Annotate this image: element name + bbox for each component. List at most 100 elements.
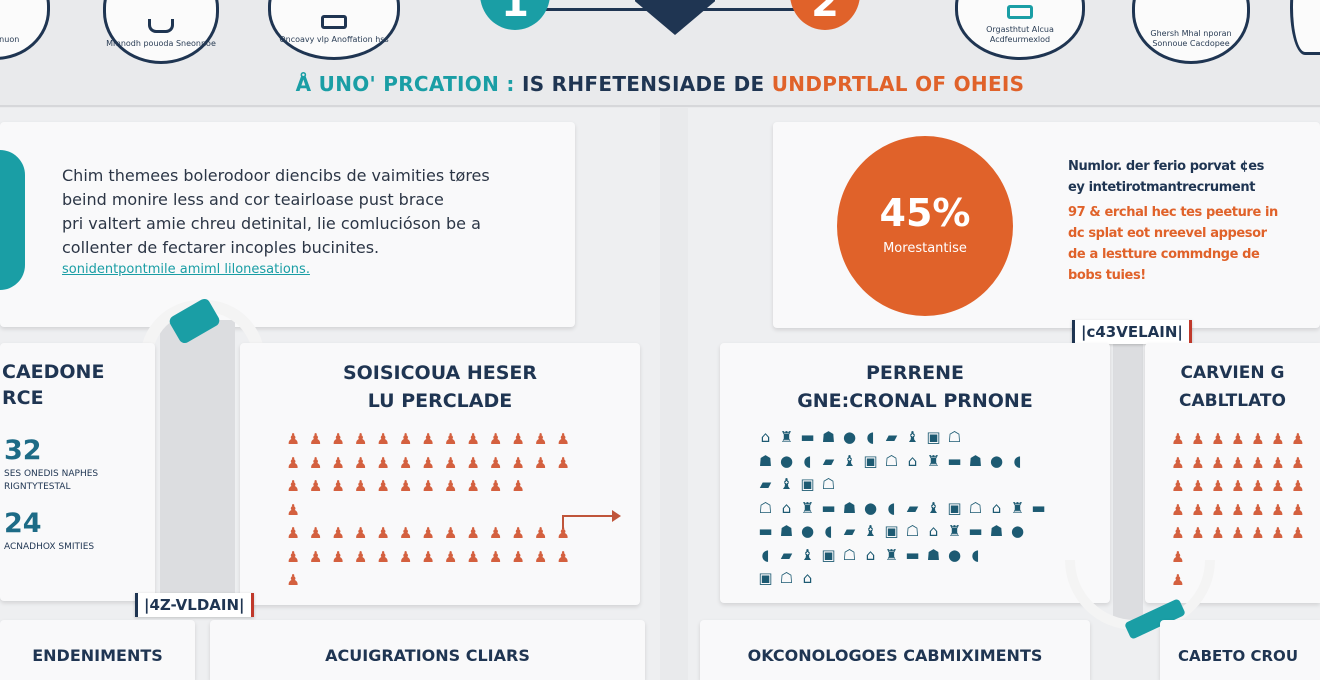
person-icon: ♟	[489, 524, 503, 542]
person-icon: ♟	[1271, 430, 1285, 448]
bottom-card: ENDENIMENTS	[0, 620, 195, 680]
person-icon: ♟	[1171, 500, 1185, 519]
object-icon: ⌂	[760, 428, 771, 446]
object-icon: ●	[947, 545, 962, 564]
object-icon: ♝	[863, 522, 878, 540]
person-icon: ♟	[354, 477, 368, 495]
person-icon: ♟	[556, 524, 570, 542]
stat-caption: SES ONEDIS NAPHES RIGNTYTESTAL	[4, 469, 99, 492]
intro-line: collenter de fectarer incoples bucinites…	[62, 238, 380, 257]
person-icon: ♟	[534, 524, 548, 542]
object-icon: ♝	[779, 475, 794, 493]
object-icon: ▣	[863, 451, 878, 470]
object-icon: ☗	[758, 451, 773, 470]
person-icon: ♟	[1211, 477, 1225, 495]
person-icon: ♟	[1291, 430, 1305, 448]
object-icon: ▰	[780, 545, 793, 564]
person-icon: ♟	[331, 477, 345, 495]
badge-4: Orgasthtut Alcua Acdfeurmexlod	[955, 0, 1085, 60]
object-icon: ▬	[800, 428, 815, 446]
object-icon: ♝	[926, 498, 941, 517]
person-icon: ♟	[1251, 524, 1265, 542]
object-icon: ◖	[803, 451, 812, 470]
object-icon: ♜	[779, 428, 794, 446]
object-icon: ♜	[884, 545, 899, 564]
person-icon: ♟	[376, 453, 390, 472]
person-icon: ♟	[1251, 500, 1265, 519]
icon-row: ♟ ♟ ♟ ♟ ♟ ♟ ♟	[1168, 452, 1308, 476]
badge-5: Ghersh Mhal nporan Sonnoue Cacdopee	[1132, 0, 1250, 64]
person-icon: ♟	[421, 477, 435, 495]
divider	[0, 105, 1320, 107]
person-icon: ♟	[399, 430, 413, 448]
person-icon: ♟	[1231, 500, 1245, 519]
stat-value: 45%	[879, 191, 971, 235]
object-icon: ▰	[759, 475, 772, 493]
object-icon: ▰	[822, 451, 835, 470]
person-icon: ♟	[286, 524, 300, 542]
stat-value: 32	[4, 435, 42, 466]
icon-row: ♟ ♟ ♟ ♟ ♟ ♟ ♟	[1168, 499, 1308, 523]
object-icon: ▬	[821, 498, 836, 517]
person-icon: ♟	[466, 430, 480, 448]
icon-row: ☗ ● ◖ ▰ ♝ ▣ ☖ ⌂ ♜ ▬ ☗ ● ◖	[755, 450, 1049, 474]
intro-link[interactable]: sonidentpontmile amiml lilonesations.	[62, 262, 310, 277]
arrow-head-icon	[612, 510, 621, 522]
icon-row: ♟ ♟ ♟ ♟ ♟ ♟ ♟	[1168, 475, 1308, 499]
step-1: 1	[480, 0, 550, 30]
person-icon: ♟	[399, 477, 413, 495]
icon-row: ♟ ♟ ♟ ♟ ♟ ♟ ♟ ♟ ♟ ♟ ♟	[282, 475, 575, 499]
bottom-card: ACUIGRATIONS CLIARS	[210, 620, 645, 680]
card-heading: CARVIEN G	[1180, 363, 1285, 383]
person-icon: ♟	[331, 547, 345, 566]
label-tag: |c43VELAIN|	[1072, 320, 1192, 344]
bottom-card: OKCONOLOGOES CABMIXIMENTS	[700, 620, 1090, 680]
object-icon: ▣	[926, 428, 941, 446]
objects-card: PERRENE GNE:CRONAL PRNONE	[720, 343, 1110, 603]
object-icon: ▬	[758, 522, 773, 540]
object-icon: ☗	[989, 522, 1004, 540]
teal-circle	[0, 150, 25, 290]
object-icon: ⌂	[991, 498, 1002, 517]
badge-6	[1290, 0, 1320, 55]
person-icon: ♟	[1271, 500, 1285, 519]
person-icon: ♟	[1171, 430, 1185, 448]
icon-row: ♟	[282, 499, 575, 523]
object-icon: ♜	[800, 498, 815, 517]
badge-2: Mmnodh pouoda Sneonnoe	[103, 0, 219, 64]
monitor-icon	[321, 15, 347, 29]
badge-label: Ghersh Mhal nporan Sonnoue Cacdopee	[1150, 29, 1232, 48]
person-icon: ♟	[286, 430, 300, 448]
person-icon: ♟	[1191, 453, 1205, 472]
title-part-3: UNDPRTLAL OF OHEIS	[771, 72, 1025, 96]
person-icon: ♟	[1191, 524, 1205, 542]
object-icon: ▬	[905, 545, 920, 564]
object-icon: ▬	[968, 522, 983, 540]
icon-row: ⌂ ♜ ▬ ☗ ● ◖ ▰ ♝ ▣ ☖	[755, 426, 1049, 450]
person-icon: ♟	[1231, 453, 1245, 472]
object-icon: ♜	[947, 522, 962, 540]
intro-card: Chim themees bolerodoor diencibs de vaim…	[0, 122, 575, 327]
person-icon: ♟	[466, 547, 480, 566]
person-icon: ♟	[376, 477, 390, 495]
object-icon: ▣	[947, 498, 962, 517]
arrow-icon	[562, 515, 614, 517]
object-icon: ◖	[971, 545, 980, 564]
person-icon: ♟	[1231, 430, 1245, 448]
person-icon: ♟	[1211, 453, 1225, 472]
person-icon: ♟	[1291, 524, 1305, 542]
person-icon: ♟	[286, 547, 300, 566]
icon-row: ♟ ♟ ♟ ♟ ♟ ♟ ♟ ♟ ♟ ♟ ♟ ♟ ♟	[282, 522, 575, 546]
icon-row: ☖ ⌂ ♜ ▬ ☗ ● ◖ ▰ ♝ ▣ ☖ ⌂ ♜ ▬	[755, 497, 1049, 521]
icon-row: ▣ ☖ ⌂	[755, 567, 1049, 591]
person-icon: ♟	[1171, 477, 1185, 495]
person-icon: ♟	[376, 430, 390, 448]
person-icon: ♟	[444, 547, 458, 566]
monitor-icon	[1007, 5, 1033, 19]
badge-1: Cltion fnuon	[0, 0, 50, 60]
arrow-stem	[562, 515, 564, 529]
person-icon: ♟	[466, 524, 480, 542]
object-icon: ▬	[947, 451, 962, 470]
object-icon: ◖	[1013, 451, 1022, 470]
object-icon: ▰	[906, 498, 919, 517]
